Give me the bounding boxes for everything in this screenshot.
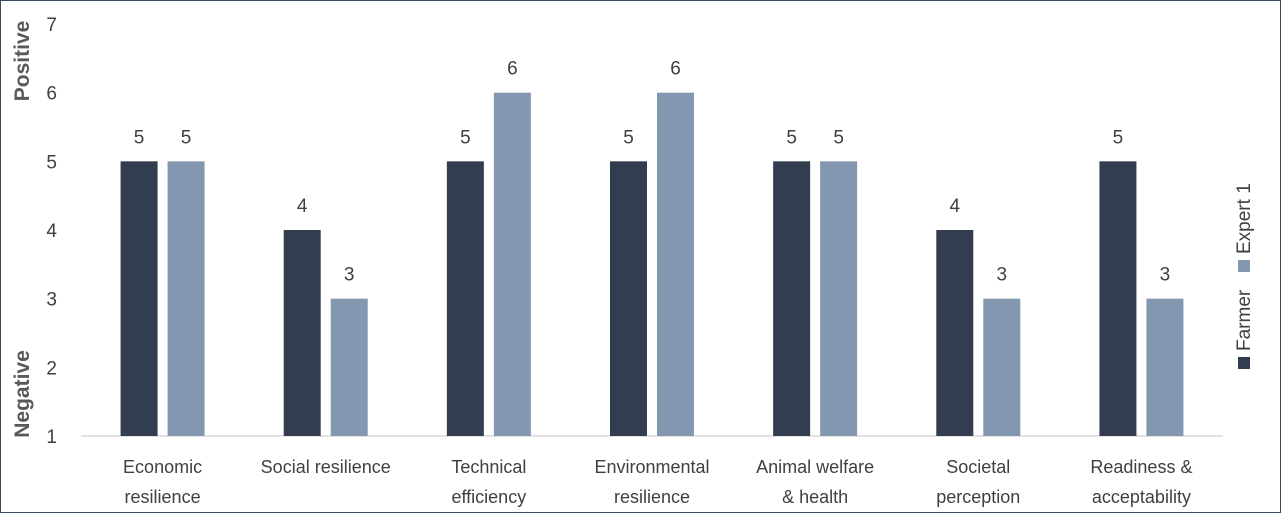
- bar-farmer: [283, 230, 321, 436]
- bar-farmer: [446, 161, 484, 437]
- y-tick-label: 3: [46, 290, 57, 311]
- legend: Farmer Expert 1: [1234, 183, 1255, 369]
- data-label: 5: [786, 127, 797, 148]
- y-tick-label: 1: [46, 427, 57, 448]
- x-tick-label: Social resilience: [261, 457, 391, 477]
- y-tick-label: 4: [46, 221, 57, 242]
- legend-swatch: [1238, 357, 1250, 369]
- bar-expert-1: [983, 298, 1021, 436]
- bar-farmer: [1099, 161, 1137, 437]
- y-axis: 1 2 3 4 5 6 7: [46, 15, 57, 448]
- bar-expert-1: [167, 161, 205, 437]
- bar-expert-1: [330, 298, 368, 436]
- data-label: 5: [181, 127, 192, 148]
- bars: [120, 92, 1184, 437]
- x-tick-label: Readiness & acceptability: [1090, 457, 1192, 507]
- data-label: 5: [623, 127, 634, 148]
- data-label: 5: [460, 127, 471, 148]
- bar-expert-1: [820, 161, 858, 437]
- x-axis: Economic resilience Social resilience Techn…: [123, 457, 1192, 507]
- bar-farmer: [773, 161, 811, 437]
- data-label: 6: [507, 59, 518, 80]
- bar-expert-1: [657, 92, 694, 437]
- y-label-negative: Negative: [11, 350, 34, 438]
- data-label: 5: [833, 127, 844, 148]
- legend-swatch: [1238, 260, 1250, 272]
- data-label: 4: [949, 196, 960, 217]
- x-tick-label: Societal perception: [936, 457, 1020, 507]
- y-tick-label: 6: [46, 84, 57, 105]
- y-label-positive: Positive: [11, 21, 34, 102]
- x-tick-label: Environmental resilience: [594, 457, 709, 507]
- data-label: 4: [297, 196, 308, 217]
- bar-farmer: [936, 230, 974, 436]
- bar-farmer: [120, 161, 158, 437]
- bar-expert-1: [1146, 298, 1184, 436]
- data-label: 3: [1160, 265, 1171, 286]
- data-label: 5: [134, 127, 145, 148]
- data-label: 5: [1113, 127, 1124, 148]
- x-tick-label: Animal welfare & health: [756, 457, 874, 507]
- bar-farmer: [610, 161, 647, 437]
- y-tick-label: 7: [46, 15, 57, 36]
- data-label: 3: [344, 265, 355, 286]
- legend-items: Farmer Expert 1: [1234, 183, 1255, 369]
- data-labels: 5 5 4 3 5 6 5 6 5 5 4 3 5 3: [134, 59, 1170, 286]
- bar-expert-1: [493, 92, 531, 437]
- data-label: 6: [670, 59, 681, 80]
- legend-label: Expert 1: [1234, 183, 1255, 254]
- y-tick-label: 5: [46, 152, 57, 173]
- x-tick-label: Technical efficiency: [451, 457, 526, 507]
- legend-label: Farmer: [1234, 289, 1255, 351]
- x-tick-label: Economic resilience: [123, 457, 202, 507]
- data-label: 3: [996, 265, 1007, 286]
- y-tick-label: 2: [46, 358, 57, 379]
